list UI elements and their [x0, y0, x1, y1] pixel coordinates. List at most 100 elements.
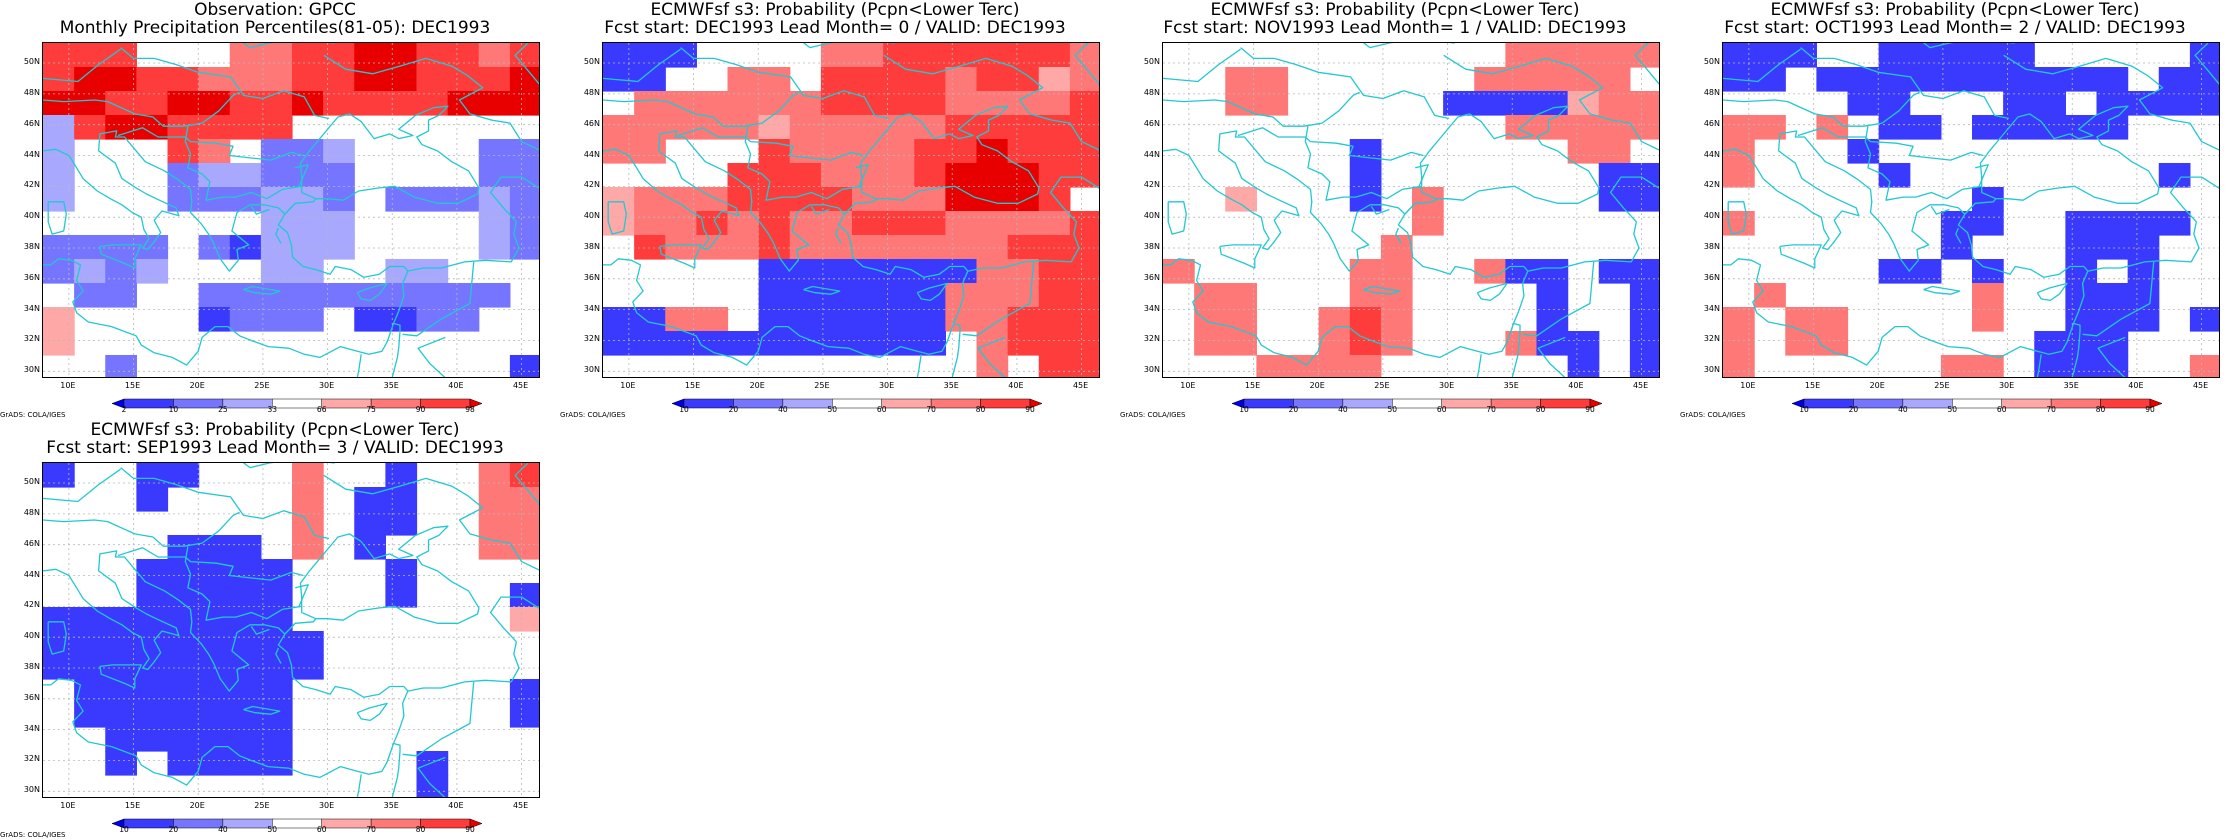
grid-cell	[1069, 91, 1099, 116]
grid-cell	[1909, 115, 1942, 140]
panel-subtitle: Monthly Precipitation Percentiles(81-05)…	[59, 18, 491, 38]
lon-tick-label: 20E	[1309, 381, 1325, 390]
grid-cell	[1225, 283, 1257, 308]
lat-tick-label: 36N	[23, 272, 40, 282]
grid-cell	[478, 487, 511, 512]
grid-cell	[447, 187, 480, 212]
coastline	[1975, 164, 1989, 187]
coastline	[835, 227, 842, 244]
grid-cell	[665, 235, 697, 260]
coastline	[1930, 206, 1950, 215]
coastline	[603, 202, 969, 366]
grid-cell	[1349, 139, 1382, 164]
coastline	[607, 201, 627, 235]
grads-credit: GrADS: COLA/IGES	[1120, 411, 1186, 419]
grid-cell	[2096, 91, 2129, 116]
coastline	[417, 336, 446, 377]
grid-cell	[43, 91, 75, 116]
coastline	[407, 221, 520, 272]
grid-cell	[198, 283, 231, 308]
panel-forecast-lead-2: ECMWFsf s3: Probability (Pcpn<Lower Terc…	[1680, 0, 2230, 420]
grid-cell	[1069, 163, 1099, 188]
colorbar-label: 50	[1947, 405, 1958, 414]
grid-cell	[43, 307, 75, 332]
grid-cell	[323, 283, 355, 308]
coastline	[417, 756, 446, 797]
colorbar-label: 90	[465, 825, 475, 834]
grid-cell	[2065, 67, 2098, 92]
grid-cell	[43, 655, 75, 680]
grid-cell	[354, 43, 386, 68]
grid-cell	[1225, 67, 1257, 92]
grid-cell	[852, 43, 884, 68]
grid-cell	[136, 115, 169, 140]
grid-cell	[1909, 259, 1942, 284]
lon-tick-label: 35E	[2063, 381, 2079, 390]
lon-tick-label: 15E	[124, 801, 141, 810]
lon-tick-label: 35E	[943, 381, 959, 390]
grid-cell	[447, 283, 480, 308]
grid-cell	[478, 463, 511, 488]
grid-cell	[1536, 91, 1569, 116]
coastline	[514, 463, 539, 505]
grid-cell	[260, 283, 293, 308]
coastline	[962, 261, 1035, 337]
grid-cell	[198, 115, 231, 140]
colorbar-label: 50	[1387, 405, 1398, 414]
grid-cell	[665, 307, 697, 332]
colorbar-label: 60	[1996, 405, 2007, 414]
grid-cell	[758, 283, 791, 308]
grid-cell	[1567, 331, 1600, 356]
panel-title: Observation: GPCC	[194, 0, 356, 20]
grid-cell	[167, 679, 200, 704]
grid-cell	[1038, 91, 1071, 116]
grid-cell	[976, 259, 1009, 284]
grid-cell	[2096, 283, 2129, 308]
grid-cell	[74, 91, 106, 116]
colorbar	[111, 814, 486, 833]
grid-cell	[1038, 187, 1071, 212]
lat-tick-label: 50N	[23, 57, 40, 67]
grid-cell	[1878, 43, 1911, 68]
colorbar-label: 10	[1799, 405, 1809, 414]
grid-cell	[945, 235, 978, 260]
grid-cell	[198, 607, 231, 632]
grid-cell	[1069, 67, 1099, 92]
grid-cell	[1785, 331, 1817, 356]
coastline	[275, 647, 282, 664]
lat-tick-label: 34N	[1703, 303, 1720, 313]
grid-cell	[1380, 235, 1413, 260]
grid-cell	[292, 655, 324, 680]
grid-cell	[914, 91, 946, 116]
coastline	[951, 322, 961, 377]
coastline	[356, 282, 388, 302]
lon-tick-label: 30E	[878, 381, 895, 390]
coastline	[356, 354, 362, 377]
grid-cell	[603, 331, 635, 356]
grid-cell	[105, 703, 137, 728]
grid-cell	[1380, 283, 1413, 308]
coastline	[402, 261, 475, 337]
grid-cell	[1598, 139, 1631, 164]
grid-cell	[758, 187, 791, 212]
lon-tick-label: 15E	[684, 381, 701, 390]
lon-tick-label: 25E	[254, 381, 270, 390]
grid-cell	[229, 115, 262, 140]
grid-cell	[136, 91, 169, 116]
coastline	[47, 621, 67, 655]
grid-cell	[2158, 211, 2191, 236]
grid-cell	[229, 235, 262, 260]
grid-cell	[478, 535, 511, 560]
grid-cell	[758, 67, 791, 92]
grid-cell	[1723, 355, 1755, 377]
lat-tick-label: 42N	[583, 180, 600, 190]
grid-cell	[1940, 43, 1973, 68]
lat-tick-label: 46N	[1703, 118, 1720, 128]
grid-cell	[292, 235, 324, 260]
grid-cell	[2127, 91, 2160, 116]
grid-cell	[758, 307, 791, 332]
coastline	[2087, 221, 2200, 272]
grid-cell	[1412, 211, 1444, 236]
lat-tick-label: 30N	[1703, 365, 1720, 375]
grid-cell	[416, 307, 449, 332]
